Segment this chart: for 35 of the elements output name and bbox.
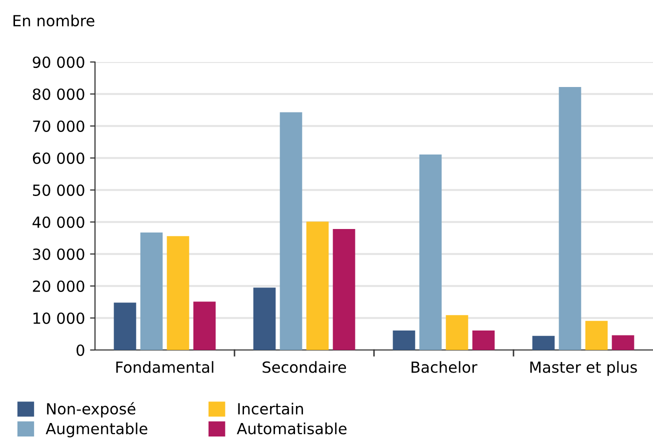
bar <box>419 154 442 350</box>
bar <box>585 320 608 350</box>
bar <box>306 222 329 350</box>
bar <box>114 302 136 350</box>
y-axis-title: En nombre <box>14 14 94 26</box>
legend-label: Incertain <box>238 402 303 415</box>
y-tick-label: 10 000 <box>34 312 84 324</box>
bar <box>446 315 468 350</box>
bar <box>280 112 302 350</box>
bar <box>253 288 276 350</box>
bar <box>193 302 216 350</box>
y-tick-label: 80 000 <box>32 88 84 100</box>
bar <box>532 336 555 350</box>
y-tick-label: 0 <box>76 344 84 356</box>
bar <box>558 86 582 350</box>
x-tick-label: Master et plus <box>530 361 637 376</box>
bar <box>332 229 356 350</box>
y-tick-label: 20 000 <box>32 280 84 292</box>
bar <box>612 335 634 350</box>
y-tick-label: 60 000 <box>32 152 84 164</box>
bar <box>140 232 163 350</box>
x-tick-label: Secondaire <box>262 361 346 373</box>
x-tick-label: Bachelor <box>412 361 478 373</box>
y-tick-label: 90 000 <box>32 56 84 68</box>
legend-label: Augmentable <box>46 422 148 438</box>
y-tick-label: 30 000 <box>32 248 84 260</box>
bar <box>392 330 416 350</box>
legend-label: Non-exposé <box>47 402 136 418</box>
y-tick-label: 50 000 <box>33 184 84 196</box>
x-tick-label: Fondamental <box>116 361 214 373</box>
y-tick-label: 40 000 <box>32 216 84 228</box>
y-tick-label: 70 000 <box>33 120 84 132</box>
bar <box>166 236 190 350</box>
legend-label: Automatisable <box>236 422 347 434</box>
bar <box>472 330 495 350</box>
